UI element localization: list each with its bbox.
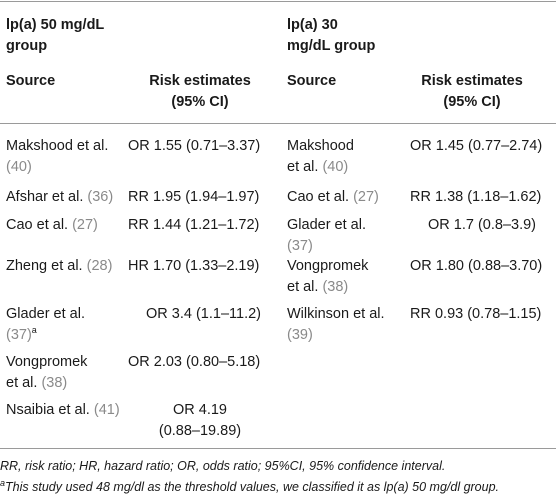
table-top-rule	[0, 1, 556, 2]
left-risk-row-2: RR 1.95 (1.94–1.97)	[128, 189, 260, 205]
left-risk-row-4: HR 1.70 (1.33–2.19)	[128, 258, 260, 274]
left-source-row-6: Vongpromek et al. (38)	[6, 354, 88, 391]
left-source-row-1: Makshood et al. (40)	[6, 138, 109, 175]
left-source-row-5: Glader et al. (37)a	[6, 306, 85, 343]
column-header-source-left: Source	[6, 73, 56, 89]
footnote-a: aThis study used 48 mg/dl as the thresho…	[0, 477, 556, 495]
footnote-abbreviations: RR, risk ratio; HR, hazard ratio; OR, od…	[0, 459, 446, 473]
left-source-row-4: Zheng et al. (28)	[6, 258, 113, 274]
right-risk-row-4: OR 1.80 (0.88–3.70)	[410, 258, 543, 274]
column-header-risk-left: Risk estimates (95% CI)	[149, 73, 251, 110]
group-header-left: lp(a) 50 mg/dL group	[6, 17, 105, 54]
left-risk-row-6: OR 2.03 (0.80–5.18)	[128, 354, 261, 370]
right-source-row-4: Vongpromek et al. (38)	[287, 258, 369, 295]
column-header-risk-right: Risk estimates (95% CI)	[421, 73, 523, 110]
table-bottom-rule	[0, 448, 556, 449]
left-risk-row-7: OR 4.19 (0.88–19.89)	[158, 402, 242, 439]
left-source-row-3: Cao et al. (27)	[6, 217, 98, 233]
right-source-row-2: Cao et al. (27)	[287, 189, 379, 205]
left-risk-row-5: OR 3.4 (1.1–11.2)	[146, 306, 261, 322]
footnote-a-text: This study used 48 mg/dl as the threshol…	[5, 480, 500, 494]
left-risk-row-1: OR 1.55 (0.71–3.37)	[128, 138, 261, 154]
right-source-row-1: Makshood et al. (40)	[287, 138, 354, 175]
right-risk-row-1: OR 1.45 (0.77–2.74)	[410, 138, 543, 154]
right-source-row-3: Glader et al. (37)	[287, 217, 366, 254]
left-source-row-7: Nsaibia et al. (41)	[6, 402, 120, 418]
left-source-row-2: Afshar et al. (36)	[6, 189, 114, 205]
header-rule	[0, 123, 556, 124]
right-source-row-5: Wilkinson et al. (39)	[287, 306, 385, 343]
group-header-right: lp(a) 30 mg/dL group	[287, 17, 376, 54]
right-risk-row-5: RR 0.93 (0.78–1.15)	[410, 306, 542, 322]
footnote-marker: a	[0, 477, 6, 488]
column-header-source-right: Source	[287, 73, 337, 89]
right-risk-row-2: RR 1.38 (1.18–1.62)	[410, 189, 542, 205]
left-risk-row-3: RR 1.44 (1.21–1.72)	[128, 217, 260, 233]
right-risk-row-3: OR 1.7 (0.8–3.9)	[428, 217, 536, 233]
